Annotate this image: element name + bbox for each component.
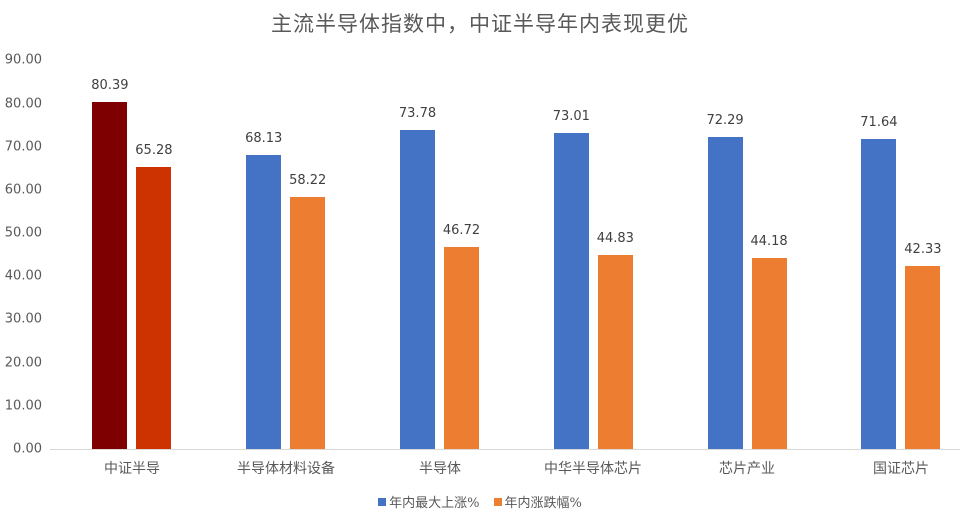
y-tick: 50.00 [4, 225, 42, 241]
bar [92, 101, 128, 449]
x-label: 国证芯片 [873, 461, 929, 477]
x-label: 中华半导体芯片 [544, 461, 642, 477]
x-label: 中证半导 [104, 461, 160, 477]
bar [707, 136, 743, 449]
bar [751, 258, 787, 449]
x-label: 半导体材料设备 [237, 461, 335, 477]
y-tick: 70.00 [4, 139, 42, 155]
value-label: 44.83 [596, 231, 634, 247]
value-label: 65.28 [135, 142, 173, 158]
legend-item-change[interactable]: 年内涨跌幅% [493, 492, 582, 511]
legend-swatch-icon [493, 497, 502, 506]
y-tick: 60.00 [4, 182, 42, 198]
value-label: 44.18 [750, 234, 788, 250]
bar [136, 166, 172, 449]
y-tick: 10.00 [4, 398, 42, 414]
y-tick: 40.00 [4, 268, 42, 284]
bar [246, 154, 282, 449]
bar [597, 255, 633, 449]
bar [553, 133, 589, 449]
y-tick: 0.00 [13, 441, 42, 457]
legend-label: 年内最大上涨% [389, 496, 480, 511]
x-label: 芯片产业 [719, 461, 775, 477]
legend-swatch-icon [378, 497, 387, 506]
value-label: 71.64 [860, 115, 898, 131]
y-tick: 30.00 [4, 311, 42, 327]
value-label: 46.72 [442, 223, 481, 239]
bar [444, 247, 479, 449]
bar [400, 130, 435, 449]
value-label: 68.13 [245, 130, 283, 146]
legend-label: 年内涨跌幅% [504, 496, 582, 511]
y-tick: 90.00 [4, 52, 42, 68]
y-tick: 20.00 [4, 355, 42, 371]
x-label: 半导体 [419, 461, 461, 477]
legend-item-max-rise[interactable]: 年内最大上涨% [378, 492, 480, 511]
value-label: 80.39 [91, 77, 129, 93]
value-label: 73.01 [552, 109, 590, 125]
y-tick: 80.00 [4, 96, 42, 112]
value-label: 58.22 [289, 173, 327, 189]
value-label: 73.78 [398, 106, 437, 122]
bar [290, 197, 326, 449]
legend: 年内最大上涨% 年内涨跌幅% [0, 492, 960, 511]
value-label: 72.29 [706, 112, 744, 128]
value-label: 42.33 [904, 242, 942, 258]
x-axis-line [50, 449, 960, 450]
chart-title: 主流半导体指数中，中证半导年内表现更优 [271, 12, 689, 36]
bar [905, 266, 941, 449]
bar [861, 139, 897, 449]
